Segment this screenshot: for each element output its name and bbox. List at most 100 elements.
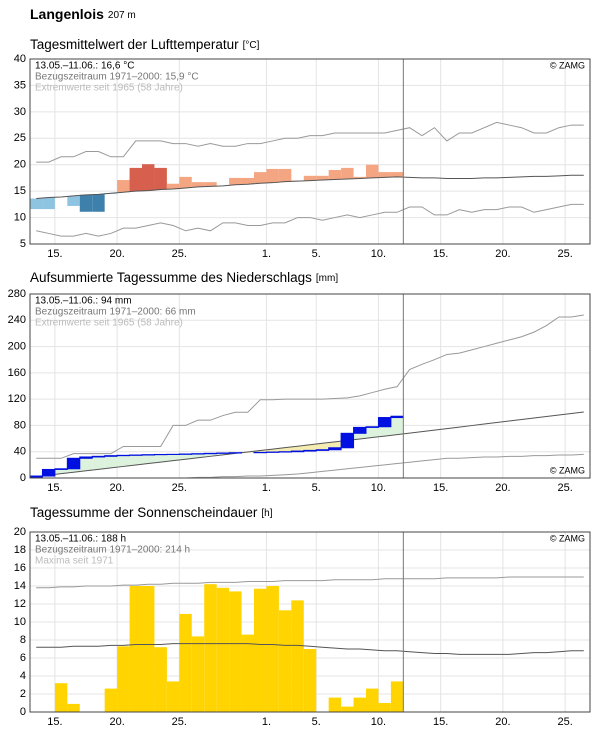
bar — [179, 613, 192, 712]
legend-text: Bezugszeitraum 1971–2000: 15,9 °C — [35, 72, 199, 83]
y-tick-label: 200 — [8, 340, 26, 352]
x-tick-label: 15. — [433, 248, 448, 260]
temperature-bar — [316, 175, 329, 181]
bar — [154, 647, 167, 712]
y-tick-label: 12 — [14, 598, 26, 610]
bar — [216, 587, 230, 712]
title-text: Aufsummierte Tagessumme des Niederschlag… — [30, 270, 312, 285]
temperature-bar — [92, 194, 105, 212]
y-tick-label: 16 — [14, 562, 26, 574]
x-tick-label: 20. — [109, 716, 124, 728]
precipitation-block — [303, 449, 317, 452]
x-tick-label: 25. — [172, 716, 187, 728]
x-tick-label: 25. — [172, 482, 187, 494]
x-tick-label: 25. — [557, 248, 572, 260]
bar — [117, 646, 130, 712]
precipitation-block — [340, 432, 355, 449]
deviation-fill — [154, 454, 167, 463]
temperature-bar — [278, 168, 292, 182]
deviation-fill — [266, 449, 279, 453]
bar — [104, 688, 118, 712]
y-tick-label: 15 — [14, 185, 26, 197]
bar — [142, 586, 155, 712]
bar — [129, 586, 142, 712]
deviation-fill — [204, 453, 217, 457]
title-text: Tagesmittelwert der Lufttemperatur — [30, 37, 239, 52]
temperature-bar — [142, 164, 155, 191]
temperature-bar — [129, 167, 142, 192]
bar — [266, 586, 279, 712]
x-tick-label: 20. — [495, 248, 510, 260]
lower-line — [36, 203, 584, 237]
temperature-bar — [154, 167, 167, 190]
deviation-fill — [191, 453, 205, 458]
x-tick-label: 10. — [371, 248, 386, 260]
normal-line — [36, 643, 584, 655]
panel-title: Tagesmittelwert der Lufttemperatur [°C] — [30, 37, 260, 52]
deviation-fill — [104, 455, 118, 468]
y-tick-label: 20 — [14, 526, 26, 538]
temperature-bar — [166, 183, 180, 190]
x-tick-label: 15. — [47, 482, 62, 494]
panel-title: Aufsummierte Tagessumme des Niederschlag… — [30, 270, 338, 285]
y-tick-label: 80 — [14, 419, 26, 431]
legend-text: Extremwerte seit 1965 (58 Jahre) — [35, 318, 183, 329]
precipitation-block — [377, 417, 392, 428]
legend-text: Bezugszeitraum 1971–2000: 66 mm — [35, 307, 196, 318]
normal-line — [36, 174, 584, 200]
deviation-fill — [129, 455, 142, 465]
x-tick-label: 15. — [433, 482, 448, 494]
precipitation-block — [104, 455, 118, 457]
temperature-bar — [67, 195, 80, 206]
deviation-fill — [390, 416, 404, 435]
temperature-bar — [390, 172, 404, 177]
plot-area — [30, 59, 590, 244]
x-tick-label: 15. — [47, 248, 62, 260]
bar — [229, 591, 242, 712]
y-tick-label: 160 — [8, 367, 26, 379]
temperature-bar — [117, 180, 130, 193]
y-tick-label: 10 — [14, 616, 26, 628]
y-tick-label: 8 — [20, 634, 26, 646]
deviation-fill — [179, 454, 192, 460]
bar — [204, 584, 217, 712]
y-tick-label: 4 — [20, 670, 26, 682]
bar — [353, 697, 366, 712]
x-tick-label: 20. — [109, 248, 124, 260]
y-tick-label: 6 — [20, 652, 26, 664]
precipitation-block — [365, 426, 379, 428]
bar — [254, 588, 267, 712]
credit: © ZAMG — [550, 60, 585, 70]
upper-line — [36, 314, 584, 459]
x-tick-label: 5. — [312, 482, 321, 494]
normal-line — [36, 411, 584, 478]
y-tick-label: 280 — [8, 288, 26, 300]
panel-title: Tagessumme der Sonnenscheindauer [h] — [30, 505, 273, 520]
precipitation-block — [328, 447, 342, 451]
legend-text: Bezugszeitraum 1971–2000: 214 h — [35, 545, 190, 556]
precipitation-block — [79, 456, 93, 459]
y-tick-label: 40 — [14, 446, 26, 458]
deviation-fill — [54, 468, 68, 474]
bar — [291, 600, 304, 712]
plot-frame — [29, 531, 591, 713]
bar — [390, 681, 404, 712]
x-tick-label: 1. — [262, 716, 271, 728]
bar — [54, 683, 68, 712]
temperature-bar — [229, 177, 242, 185]
temperature-bar — [303, 175, 317, 181]
title-unit: [h] — [261, 508, 272, 519]
title-unit: [°C] — [243, 40, 260, 51]
deviation-fill — [278, 447, 292, 452]
bar — [191, 636, 205, 712]
legend-text: Maxima seit 1971 — [35, 556, 114, 567]
legend-text: 13.05.–11.06.: 188 h — [35, 534, 126, 545]
temperature-bar — [241, 177, 254, 185]
x-tick-label: 15. — [47, 716, 62, 728]
deviation-fill — [316, 443, 329, 450]
y-tick-label: 240 — [8, 314, 26, 326]
y-tick-label: 10 — [14, 211, 26, 223]
credit: © ZAMG — [550, 533, 585, 543]
x-tick-label: 20. — [495, 716, 510, 728]
